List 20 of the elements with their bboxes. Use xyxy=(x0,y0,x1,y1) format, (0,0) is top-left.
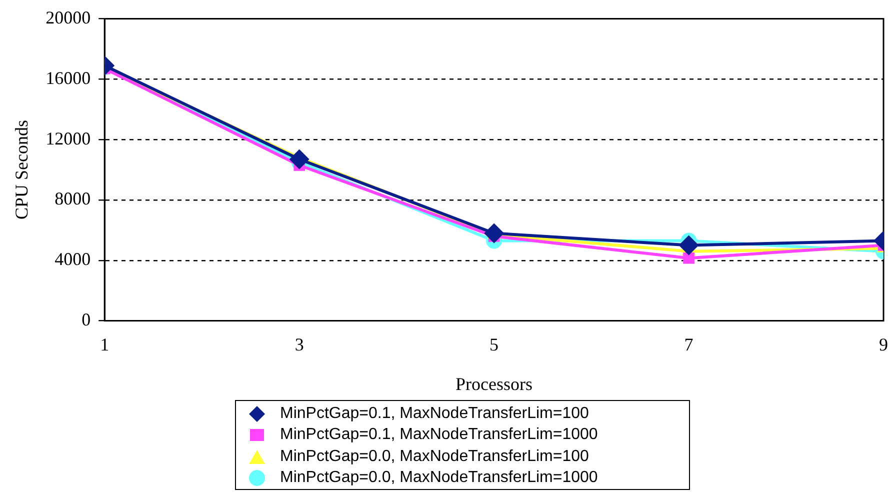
point xyxy=(678,235,699,256)
x-axis-title: Processors xyxy=(456,374,533,394)
y-tick-label: 8000 xyxy=(54,188,91,209)
y-axis-title: CPU Seconds xyxy=(12,120,32,220)
legend-label: MinPctGap=0.1, MaxNodeTransferLim=1000 xyxy=(280,426,598,444)
x-tick-label: 9 xyxy=(879,334,888,354)
point xyxy=(683,252,694,264)
x-tick-label: 3 xyxy=(294,334,304,354)
x-tick-label: 1 xyxy=(100,334,110,354)
point xyxy=(484,223,504,244)
y-tick-label: 4000 xyxy=(54,249,91,270)
y-tick-label: 0 xyxy=(82,310,91,330)
legend-label: MinPctGap=0.0, MaxNodeTransferLim=100 xyxy=(280,448,589,466)
y-tick-label: 12000 xyxy=(46,128,91,148)
legend-label: MinPctGap=0.1, MaxNodeTransferLim=100 xyxy=(280,404,589,423)
y-tick-label: 16000 xyxy=(46,68,91,88)
legend-label: MinPctGap=0.0, MaxNodeTransferLim=1000 xyxy=(280,469,598,488)
x-tick-label: 5 xyxy=(490,334,499,354)
x-tick-label: 7 xyxy=(684,334,694,354)
y-tick-label: 20000 xyxy=(46,8,91,28)
